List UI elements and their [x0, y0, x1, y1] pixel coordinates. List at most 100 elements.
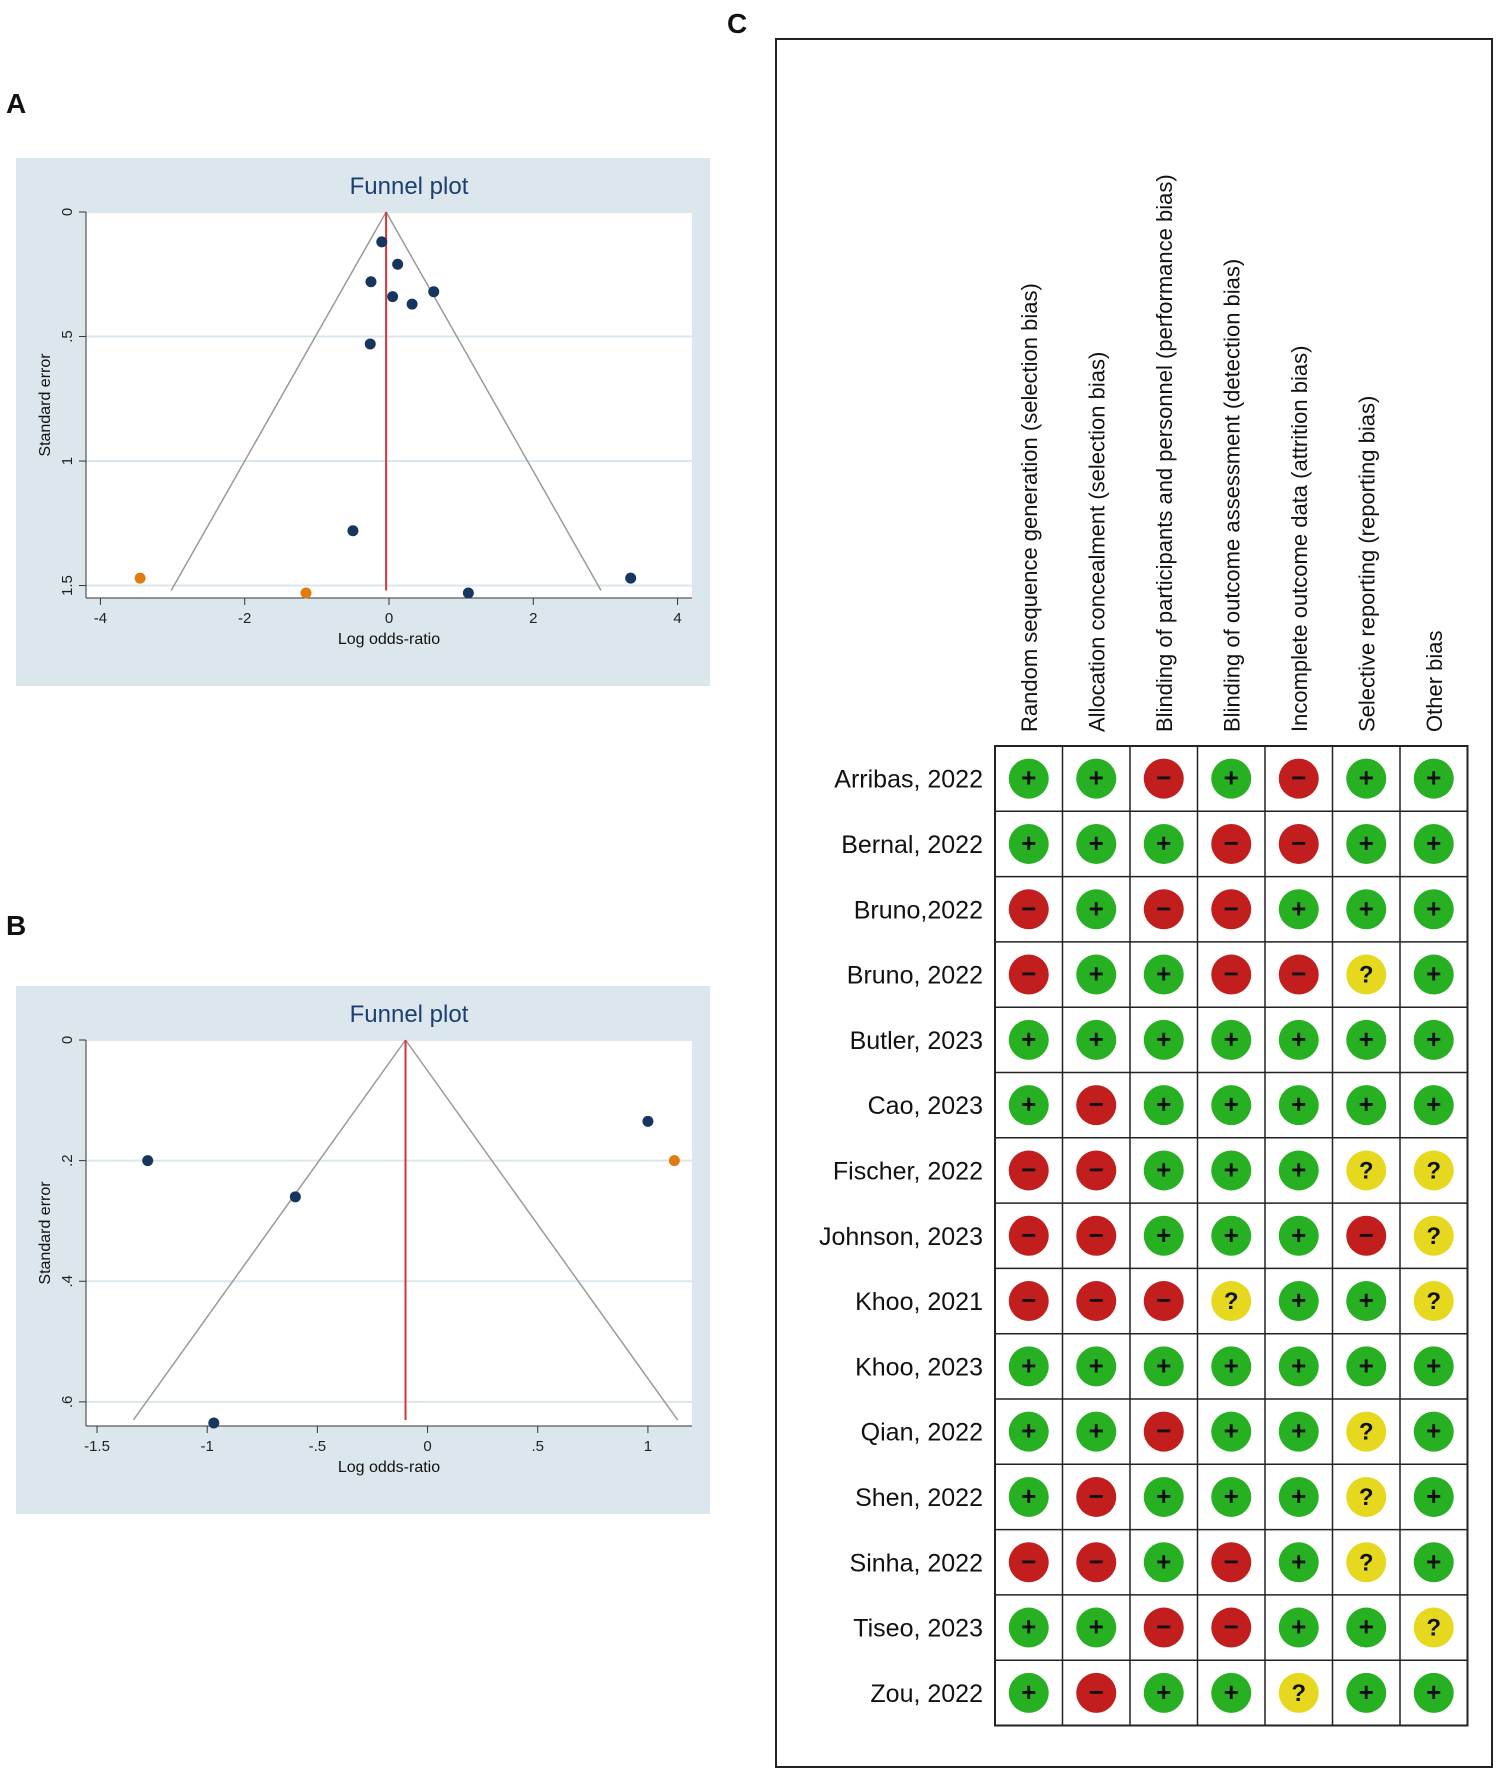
- rob-rating-high-circle: [1143, 1607, 1184, 1648]
- rob-rating-low-circle: [1278, 1542, 1319, 1583]
- rob-study-name: Qian, 2022: [861, 1419, 983, 1447]
- funnel-a-study-point: [347, 525, 359, 537]
- rob-rating-unclear-circle: [1413, 1607, 1454, 1648]
- rob-rating-high-circle: [1076, 1542, 1117, 1583]
- rob-rating-low-circle: [1413, 889, 1454, 930]
- funnel-b-study-point: [142, 1155, 154, 1167]
- rob-rating-low-circle: [1346, 823, 1387, 864]
- rob-rating-high-circle: [1008, 1215, 1049, 1256]
- rob-rating-low-circle: [1008, 758, 1049, 799]
- funnel-a-x-tick-label: -4: [94, 610, 107, 627]
- rob-study-name: Butler, 2023: [850, 1027, 983, 1055]
- rob-rating-low-circle: [1143, 1150, 1184, 1191]
- rob-study-name: Bernal, 2022: [841, 831, 983, 859]
- funnel-a-study-point: [406, 298, 418, 310]
- rob-rating-low-circle: [1076, 1019, 1117, 1060]
- rob-rating-low-circle: [1346, 1346, 1387, 1387]
- rob-rating-low-symbol: +: [1089, 828, 1104, 858]
- rob-rating-low-circle: [1076, 758, 1117, 799]
- funnel-a-y-tick-label: 1: [59, 457, 76, 465]
- rob-study-name: Tiseo, 2023: [853, 1615, 983, 1643]
- rob-rating-low-circle: [1211, 1150, 1252, 1191]
- rob-rating-high-circle: [1211, 889, 1252, 930]
- rob-rating-low-symbol: +: [1291, 1154, 1306, 1184]
- rob-rating-low-circle: [1413, 758, 1454, 799]
- rob-rating-low-circle: [1211, 1476, 1252, 1517]
- funnel-a-study-point: [364, 338, 376, 350]
- rob-study-name: Johnson, 2023: [819, 1223, 983, 1251]
- funnel-a-title: Funnel plot: [350, 173, 469, 200]
- rob-rating-low-symbol: +: [1224, 1350, 1239, 1380]
- rob-rating-low-circle: [1008, 1607, 1049, 1648]
- rob-rating-low-circle: [1211, 1019, 1252, 1060]
- rob-rating-low-symbol: +: [1426, 1481, 1441, 1511]
- rob-rating-low-circle: [1346, 1019, 1387, 1060]
- rob-rating-low-symbol: +: [1089, 1350, 1104, 1380]
- rob-rating-low-symbol: +: [1291, 1220, 1306, 1250]
- rob-rating-low-symbol: +: [1291, 1416, 1306, 1446]
- rob-rating-low-circle: [1008, 1346, 1049, 1387]
- rob-rating-low-circle: [1413, 1672, 1454, 1713]
- rob-rating-high-circle: [1008, 1542, 1049, 1583]
- rob-study-name: Zou, 2022: [870, 1680, 983, 1708]
- funnel-a-imputed-point: [134, 572, 146, 584]
- rob-rating-unclear-symbol: ?: [1291, 1680, 1306, 1707]
- rob-rating-low-circle: [1346, 1672, 1387, 1713]
- panel-label-b: B: [6, 910, 27, 941]
- rob-rating-low-circle: [1278, 1346, 1319, 1387]
- rob-rating-low-circle: [1076, 889, 1117, 930]
- funnel-a-study-point: [428, 286, 440, 298]
- rob-rating-low-symbol: +: [1426, 763, 1441, 793]
- rob-rating-high-symbol: −: [1156, 1612, 1171, 1642]
- rob-study-name: Arribas, 2022: [834, 766, 983, 794]
- rob-rating-low-circle: [1143, 1476, 1184, 1517]
- funnel-a-x-tick-label: 2: [529, 610, 537, 627]
- rob-rating-high-symbol: −: [1021, 1546, 1036, 1576]
- funnel-b-imputed-point: [668, 1155, 680, 1167]
- rob-rating-high-circle: [1211, 1542, 1252, 1583]
- rob-rating-low-symbol: +: [1224, 763, 1239, 793]
- rob-rating-low-circle: [1143, 1085, 1184, 1126]
- funnel-a-ci-left: [170, 211, 387, 591]
- rob-rating-low-circle: [1211, 1346, 1252, 1387]
- rob-rating-high-circle: [1076, 1672, 1117, 1713]
- rob-rating-unclear-circle: [1211, 1281, 1252, 1322]
- funnel-a-study-point: [462, 587, 474, 599]
- funnel-b-y-tick-label: .4: [59, 1275, 76, 1288]
- rob-rating-low-circle: [1413, 1542, 1454, 1583]
- rob-rating-high-symbol: −: [1089, 1546, 1104, 1576]
- rob-rating-low-symbol: +: [1224, 1416, 1239, 1446]
- funnel-a-x-tick-label: 0: [385, 610, 393, 627]
- funnel-b-x-tick-label: -1.5: [84, 1438, 110, 1455]
- panel-label-a: A: [6, 88, 27, 119]
- rob-rating-low-circle: [1413, 823, 1454, 864]
- rob-rating-low-circle: [1008, 1019, 1049, 1060]
- rob-rating-high-symbol: −: [1224, 828, 1239, 858]
- rob-rating-low-circle: [1278, 1476, 1319, 1517]
- rob-rating-low-circle: [1143, 823, 1184, 864]
- rob-rating-high-circle: [1278, 823, 1319, 864]
- rob-rating-low-symbol: +: [1359, 1024, 1374, 1054]
- rob-domain-header: Incomplete outcome data (attrition bias): [1287, 346, 1312, 732]
- rob-rating-low-circle: [1143, 1019, 1184, 1060]
- rob-rating-high-circle: [1076, 1150, 1117, 1191]
- rob-rating-high-circle: [1008, 1150, 1049, 1191]
- rob-rating-low-symbol: +: [1021, 828, 1036, 858]
- funnel-a-x-tick-label: 4: [673, 610, 681, 627]
- funnel-b-x-axis-label: Log odds-ratio: [338, 1459, 440, 1476]
- rob-rating-low-circle: [1076, 1607, 1117, 1648]
- rob-rating-low-symbol: +: [1224, 1089, 1239, 1119]
- rob-study-name: Khoo, 2021: [855, 1288, 983, 1316]
- rob-rating-low-circle: [1278, 1085, 1319, 1126]
- rob-rating-low-circle: [1346, 1085, 1387, 1126]
- rob-rating-low-circle: [1076, 1411, 1117, 1452]
- rob-rating-low-symbol: +: [1426, 1677, 1441, 1707]
- rob-rating-high-circle: [1211, 1607, 1252, 1648]
- rob-rating-low-symbol: +: [1156, 1154, 1171, 1184]
- funnel-a-x-axis-label: Log odds-ratio: [338, 631, 440, 648]
- rob-rating-high-symbol: −: [1224, 893, 1239, 923]
- rob-rating-low-circle: [1008, 823, 1049, 864]
- rob-rating-high-circle: [1211, 823, 1252, 864]
- rob-rating-low-circle: [1413, 1085, 1454, 1126]
- rob-study-name: Bruno,2022: [854, 896, 983, 924]
